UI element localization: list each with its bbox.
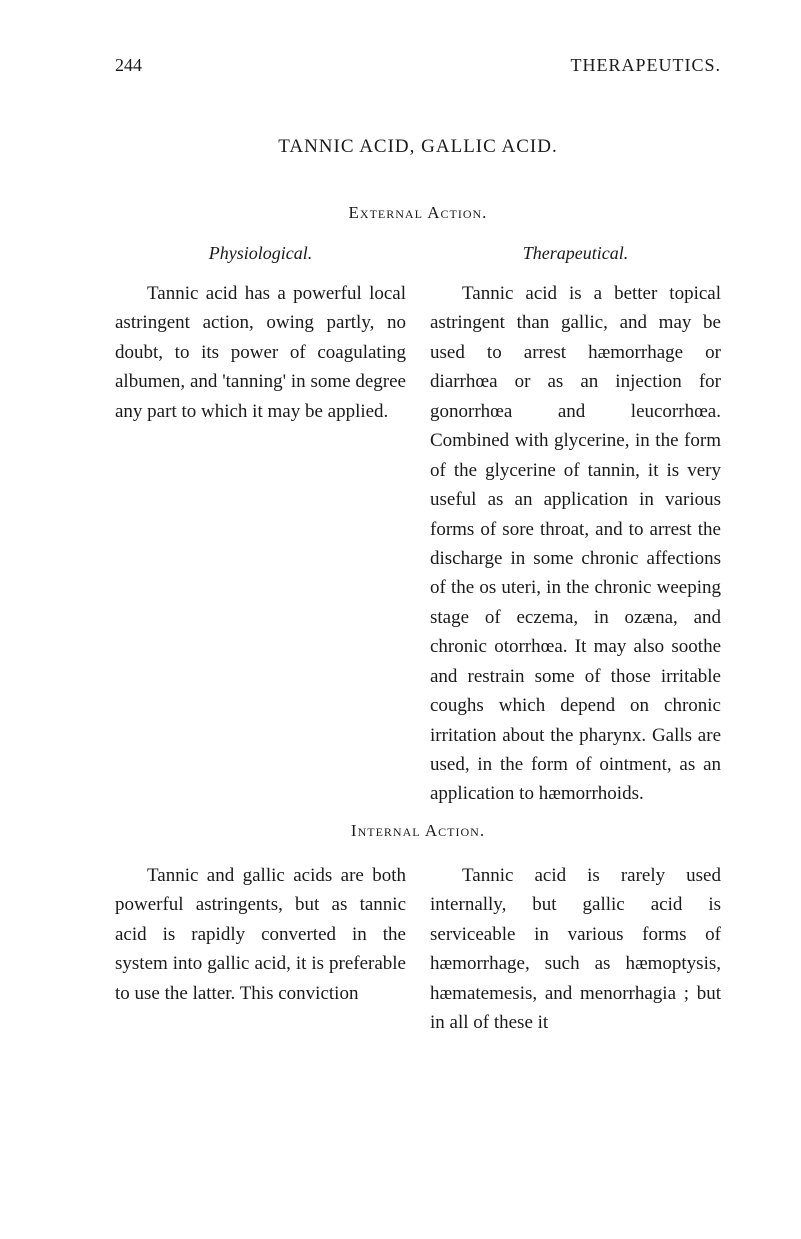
physiological-column: Physiological. Tannic acid has a powerfu… bbox=[115, 243, 406, 809]
external-columns: Physiological. Tannic acid has a powerfu… bbox=[115, 243, 721, 809]
internal-section: Internal Action. Tannic and gallic acids… bbox=[115, 821, 721, 1038]
physiological-heading: Physiological. bbox=[115, 243, 406, 264]
section-title: THERAPEUTICS. bbox=[570, 55, 721, 76]
internal-therapeutical-column: Tannic acid is rarely used internally, b… bbox=[430, 861, 721, 1038]
internal-physiological-text: Tannic and gallic acids are both powerfu… bbox=[115, 861, 406, 1008]
page-header: 244 THERAPEUTICS. bbox=[115, 55, 721, 76]
internal-columns: Tannic and gallic acids are both powerfu… bbox=[115, 861, 721, 1038]
internal-physiological-column: Tannic and gallic acids are both powerfu… bbox=[115, 861, 406, 1038]
external-subtitle: External Action. bbox=[115, 203, 721, 223]
page-number: 244 bbox=[115, 55, 142, 76]
internal-subtitle: Internal Action. bbox=[115, 821, 721, 841]
therapeutical-text: Tannic acid is a better topical astringe… bbox=[430, 279, 721, 809]
therapeutical-heading: Therapeutical. bbox=[430, 243, 721, 264]
physiological-text: Tannic acid has a powerful local astring… bbox=[115, 279, 406, 426]
therapeutical-column: Therapeutical. Tannic acid is a better t… bbox=[430, 243, 721, 809]
main-title: TANNIC ACID, GALLIC ACID. bbox=[115, 136, 721, 158]
internal-therapeutical-text: Tannic acid is rarely used internally, b… bbox=[430, 861, 721, 1038]
